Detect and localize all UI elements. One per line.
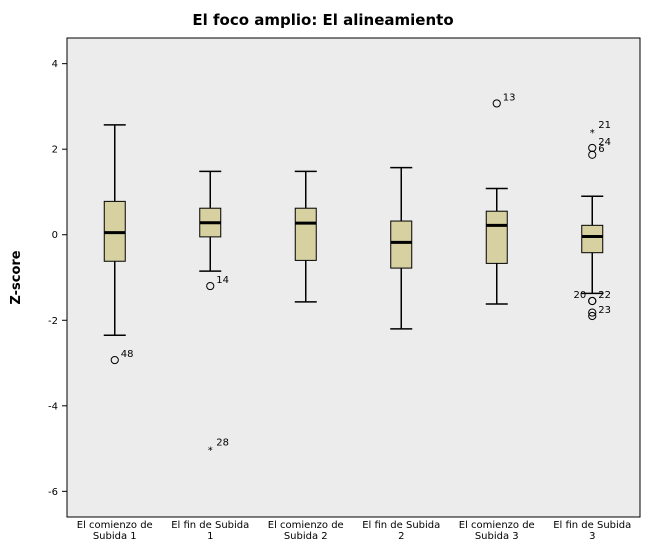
y-tick-label: -4 (48, 401, 58, 412)
y-tick-label: 2 (52, 145, 58, 156)
y-tick-label: -2 (48, 316, 58, 327)
outlier-circle (110, 355, 119, 365)
outlier-circle (588, 308, 597, 317)
box-group: 13 (485, 92, 516, 305)
plot-area (66, 37, 641, 518)
outlier-circle (588, 296, 597, 306)
outlier-circle (492, 99, 501, 108)
outlier-label: 22 (598, 290, 611, 301)
outlier-label: 20 (574, 290, 587, 301)
y-tick-label: 0 (52, 230, 58, 241)
outlier-label: 6 (598, 144, 604, 155)
category-label: El fin de Subida (362, 520, 440, 531)
y-tick-label: -6 (48, 487, 58, 498)
outlier-label: 23 (598, 305, 611, 316)
category-label: El comienzo de (268, 520, 344, 531)
y-axis-label: Z-score (9, 250, 24, 304)
chart-title: El foco amplio: El alineamiento (192, 11, 453, 29)
box-group (294, 170, 317, 303)
outlier-label: 14 (216, 275, 229, 286)
extreme-outlier-star: * (590, 128, 595, 139)
category-label: 2 (398, 531, 404, 541)
box-group: *21 246 20 22 23 (574, 120, 611, 321)
outlier-label: 48 (121, 349, 134, 360)
box-group (390, 166, 413, 330)
category-label: El comienzo de (459, 520, 535, 531)
outlier-label: 21 (598, 120, 611, 131)
category-label: Subida 3 (475, 531, 519, 541)
box-group: 14 *28 (199, 170, 229, 457)
outlier-label: 28 (216, 438, 229, 449)
outlier-circle (206, 281, 215, 291)
box (390, 220, 413, 269)
category-label: Subida 1 (93, 531, 137, 541)
extreme-outlier-star: * (208, 446, 213, 457)
category-label: Subida 2 (284, 531, 328, 541)
y-axis: 4 2 0 -2 -4 -6 (48, 59, 67, 498)
outlier-label: 13 (503, 92, 516, 103)
y-tick-label: 4 (52, 59, 58, 70)
category-label: 1 (207, 531, 213, 541)
outlier-circle (588, 150, 597, 159)
box-group: 48 (103, 124, 134, 365)
category-label: El fin de Subida (171, 520, 249, 531)
outlier-label: 24 (598, 137, 611, 148)
box (485, 210, 508, 264)
box (294, 207, 317, 261)
category-label: 3 (589, 531, 595, 541)
category-label: El fin de Subida (553, 520, 631, 531)
category-label: El comienzo de (77, 520, 153, 531)
box (581, 224, 604, 254)
outlier-circle (588, 311, 597, 321)
